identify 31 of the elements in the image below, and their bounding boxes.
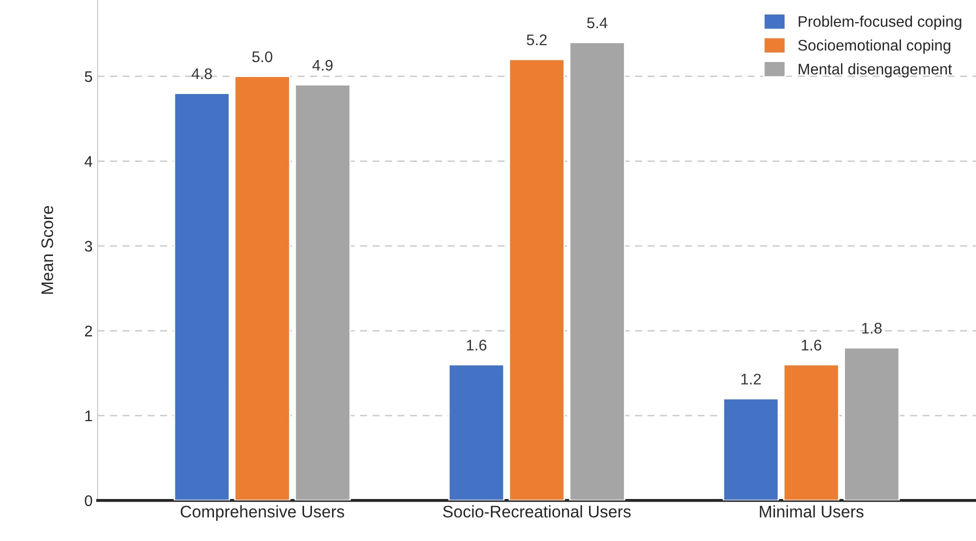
legend-label: Problem-focused coping bbox=[798, 16, 962, 30]
data-label: 1.2 bbox=[741, 374, 761, 384]
bar bbox=[783, 364, 840, 500]
x-tick-label: Minimal Users bbox=[760, 505, 864, 518]
y-tick-label: 4 bbox=[84, 156, 92, 167]
y-tick-label: 5 bbox=[84, 71, 92, 82]
data-label: 5.0 bbox=[252, 51, 272, 62]
bar bbox=[722, 398, 780, 500]
x-tick-label: Socio-Recreational Users bbox=[443, 505, 631, 518]
bar bbox=[234, 76, 290, 500]
y-axis-title: Mean Score bbox=[41, 206, 54, 294]
bar bbox=[174, 92, 230, 500]
data-label: 1.8 bbox=[862, 322, 882, 334]
legend-label: Socioemotional coping bbox=[798, 39, 950, 54]
legend-label: Mental disengagement bbox=[798, 63, 952, 78]
data-label: 4.9 bbox=[312, 60, 333, 71]
data-label: 5.4 bbox=[587, 18, 608, 28]
data-label: 4.8 bbox=[192, 68, 212, 80]
data-label: 1.6 bbox=[802, 340, 822, 351]
y-tick-label: 0 bbox=[84, 495, 92, 506]
bar bbox=[508, 58, 565, 500]
data-label: 1.6 bbox=[466, 340, 486, 351]
y-tick-label: 1 bbox=[85, 410, 92, 422]
y-tick-label: 3 bbox=[84, 240, 92, 252]
x-tick-label: Comprehensive Users bbox=[180, 505, 344, 521]
bar bbox=[448, 364, 505, 500]
data-label: 5.2 bbox=[526, 34, 547, 46]
bar bbox=[844, 347, 900, 500]
bar bbox=[569, 42, 626, 500]
bar bbox=[294, 84, 351, 500]
y-tick-label: 2 bbox=[85, 326, 92, 336]
